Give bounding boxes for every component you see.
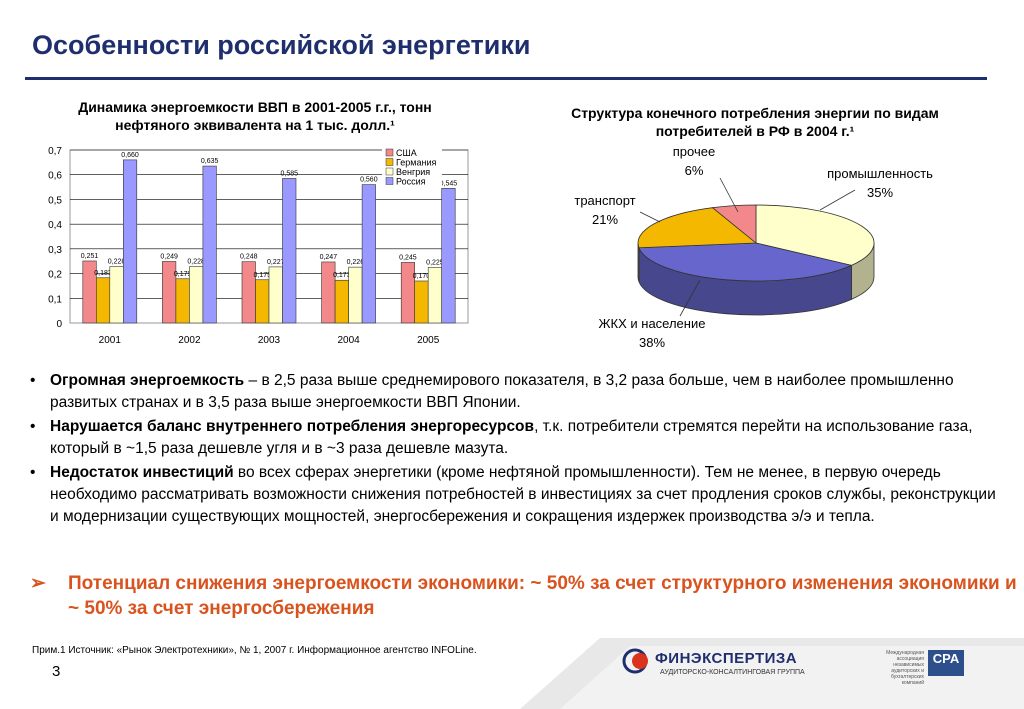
legend-label: Германия: [396, 158, 436, 168]
y-tick-label: 0,3: [48, 245, 62, 256]
bar-value-label: 0,170: [413, 273, 431, 280]
pie-slice: [711, 204, 757, 244]
bullet-bold: Недостаток инвестиций: [50, 464, 234, 481]
bar: [361, 184, 376, 324]
bar: [441, 188, 456, 324]
cpa-subtitle: Международная ассоциация независимых ауд…: [886, 650, 924, 686]
bar-value-label: 0,225: [426, 259, 444, 266]
bar-value-label: 0,560: [360, 177, 378, 184]
bar-value-label: 0,227: [267, 259, 285, 266]
bar-value-label: 0,660: [121, 152, 139, 159]
bullet-item: • Недостаток инвестиций во всех сферах эн…: [28, 462, 1000, 528]
bullet-marker: •: [30, 464, 36, 481]
x-tick-label: 2003: [258, 335, 281, 346]
bar-value-label: 0,228: [108, 259, 126, 266]
finexpertiza-subtitle: АУДИТОРСКО-КОНСАЛТИНГОВАЯ ГРУППА: [660, 669, 805, 676]
bullet-bold: Нарушается баланс внутреннего потреблени…: [50, 418, 535, 435]
pie-slice-percent: 38%: [639, 335, 665, 350]
bar-value-label: 0,179: [174, 271, 192, 278]
pie-slice-percent: 35%: [867, 185, 893, 200]
pie-leader-line: [819, 189, 856, 211]
page-number: 3: [52, 663, 61, 680]
bullet-text: , т.к. потребители стремятся перейти на …: [50, 418, 973, 457]
cpa-logo: CPA: [928, 650, 964, 676]
legend-label: Венгрия: [396, 167, 430, 177]
pie-slice-label: промышленность: [827, 166, 933, 181]
bullet-text: во всех сферах энергетики (кроме нефтяно…: [50, 464, 996, 525]
bar-chart-title: Динамика энергоемкости ВВП в 2001-2005 г…: [78, 99, 432, 133]
pie-slice: [637, 207, 758, 249]
bullet-bold: Огромная энергоемкость: [50, 372, 245, 389]
pie-leader-line: [719, 177, 739, 213]
y-tick-label: 0,4: [48, 220, 62, 231]
pie-slice-percent: 6%: [685, 163, 704, 178]
pie-leader-line: [679, 279, 701, 317]
finexpertiza-logo: ФИНЭКСПЕРТИЗА: [655, 650, 798, 667]
y-tick-label: 0,7: [48, 146, 62, 157]
x-tick-label: 2001: [99, 335, 122, 346]
finexpertiza-logo-icon: [622, 648, 648, 674]
pie-slice-label: прочее: [673, 144, 715, 159]
key-conclusion-text: Потенциал снижения энергоемкости экономи…: [68, 573, 1017, 619]
bar-value-label: 0,585: [280, 170, 298, 177]
pie-chart-title: Структура конечного потребления энергии …: [571, 105, 939, 139]
bullet-list: • Огромная энергоемкость – в 2,5 раза выш…: [28, 370, 1000, 530]
pie-slice-side: [637, 242, 640, 282]
bar: [123, 159, 138, 324]
x-tick-label: 2002: [178, 335, 201, 346]
legend-swatch: [385, 158, 394, 166]
bar-value-label: 0,173: [333, 272, 351, 279]
key-conclusion: ➢ Потенциал снижения энергоемкости эконо…: [30, 571, 1024, 621]
pie-slice-percent: 21%: [592, 212, 618, 227]
source-note: Прим.1 Источник: «Рынок Электротехники»,…: [32, 645, 477, 656]
bar-value-label: 0,175: [253, 272, 271, 279]
arrow-bullet-icon: ➢: [30, 573, 46, 594]
y-tick-label: 0: [56, 319, 62, 330]
bar-value-label: 0,251: [81, 253, 99, 260]
y-tick-label: 0,1: [48, 294, 62, 305]
bar-value-label: 0,248: [240, 254, 258, 261]
bullet-item: • Нарушается баланс внутреннего потреблен…: [28, 416, 1000, 460]
bar-value-label: 0,245: [399, 254, 417, 261]
bar-value-label: 0,183: [94, 270, 112, 277]
x-tick-label: 2004: [337, 335, 360, 346]
bar: [282, 178, 297, 324]
legend-swatch: [385, 167, 394, 176]
bar-value-label: 0,635: [201, 158, 219, 165]
pie-slice: [755, 204, 875, 266]
y-tick-label: 0,6: [48, 171, 62, 182]
pie-slice-label: ЖКХ и население: [599, 316, 706, 331]
x-tick-label: 2005: [417, 335, 440, 346]
legend-label: Россия: [396, 177, 426, 187]
legend-swatch: [385, 148, 394, 157]
bar-value-label: 0,247: [320, 254, 338, 261]
title-divider: [25, 77, 987, 80]
legend-label: США: [396, 148, 417, 158]
bar-value-label: 0,249: [160, 253, 178, 260]
page-title: Особенности российской энергетики: [32, 30, 531, 60]
bar-value-label: 0,226: [347, 259, 365, 266]
pie-slice: [638, 242, 853, 282]
legend-swatch: [385, 177, 394, 185]
bullet-item: • Огромная энергоемкость – в 2,5 раза выш…: [28, 370, 1000, 414]
y-tick-label: 0,2: [48, 270, 62, 281]
bar: [202, 165, 217, 324]
pie-leader-line: [639, 211, 661, 223]
bullet-marker: •: [30, 418, 36, 435]
bullet-marker: •: [30, 372, 36, 389]
bullet-text: – в 2,5 раза выше среднемирового показат…: [50, 372, 954, 411]
bar-value-label: 0,228: [187, 259, 205, 266]
y-tick-label: 0,5: [48, 195, 62, 206]
pie-slice-label: транспорт: [574, 193, 635, 208]
bar-value-label: 0,545: [440, 180, 458, 187]
